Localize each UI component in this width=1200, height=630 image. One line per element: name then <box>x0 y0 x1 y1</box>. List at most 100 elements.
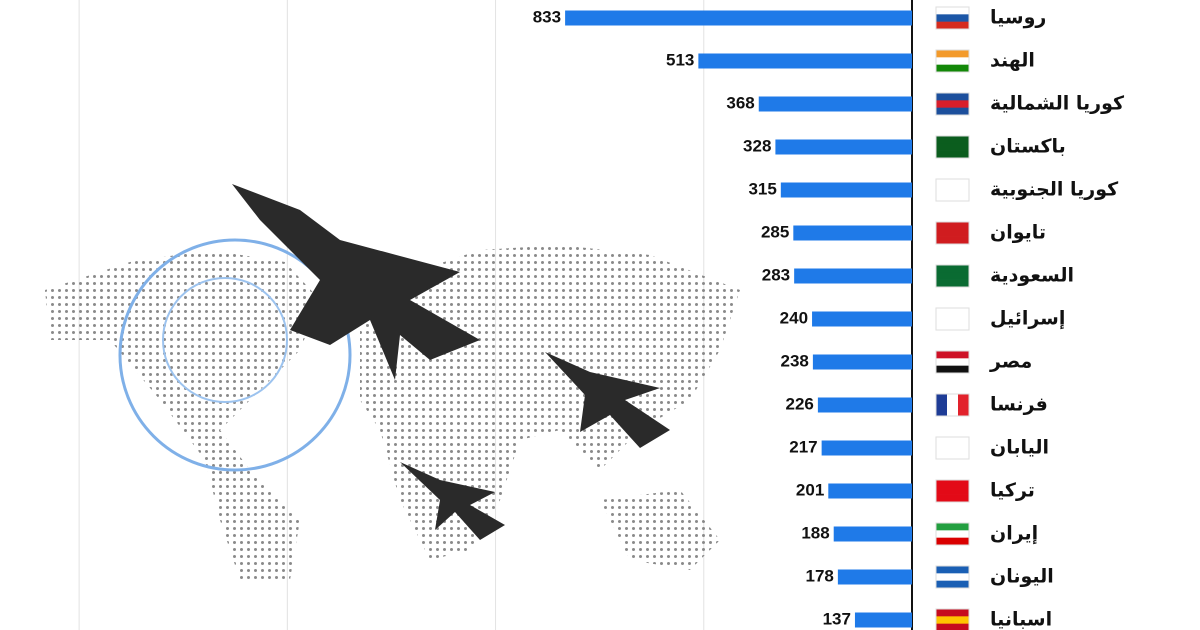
flag-border <box>935 6 970 30</box>
flag-border <box>935 49 970 73</box>
flag-stripe <box>936 365 969 374</box>
flag-stripe <box>936 308 969 316</box>
flag-border <box>935 307 970 331</box>
category-label: روسيا <box>990 7 1046 29</box>
flag <box>935 221 970 245</box>
flag-stripe <box>936 623 969 630</box>
value-label: 201 <box>796 480 824 499</box>
value-label: 137 <box>823 609 851 628</box>
bar <box>794 268 912 284</box>
flag-stripe <box>936 179 969 187</box>
bar <box>780 182 912 198</box>
flag-stripe <box>936 265 969 273</box>
value-label: 833 <box>533 7 561 26</box>
value-label: 328 <box>743 136 771 155</box>
flag-stripe <box>936 394 947 416</box>
flag-stripe <box>936 222 969 230</box>
flag-stripe <box>936 523 969 531</box>
flag-stripe <box>936 21 969 30</box>
bar <box>565 10 912 26</box>
category-label: تركيا <box>990 480 1035 502</box>
flag-stripe <box>947 394 958 416</box>
value-label: 368 <box>726 93 754 112</box>
bar <box>793 225 912 241</box>
bar <box>817 397 912 413</box>
flag-stripe <box>936 351 969 359</box>
value-label: 315 <box>748 179 776 198</box>
flag-stripe <box>958 394 969 416</box>
bar <box>837 569 912 585</box>
value-label: 226 <box>786 394 814 413</box>
flag-stripe <box>936 150 969 159</box>
flag-stripe <box>936 358 969 366</box>
flag-stripe <box>936 494 969 503</box>
flag-border <box>935 436 970 460</box>
category-label: فرنسا <box>990 394 1048 416</box>
jets <box>232 184 670 540</box>
flag-stripe <box>936 143 969 151</box>
flag <box>935 6 970 30</box>
flag-stripe <box>936 279 969 288</box>
flag-border <box>935 479 970 503</box>
category-label: تايوان <box>990 222 1046 244</box>
category-label: اليونان <box>990 566 1054 588</box>
flag-stripe <box>936 437 969 445</box>
flag <box>935 608 970 630</box>
flag-stripe <box>936 609 969 617</box>
category-label: إيران <box>990 523 1038 545</box>
category-label: مصر <box>989 351 1032 373</box>
category-label: كوريا الجنوبية <box>990 179 1119 201</box>
bar <box>821 440 912 456</box>
category-label: اليابان <box>990 437 1049 459</box>
flag <box>935 264 970 288</box>
flag-stripe <box>936 573 969 581</box>
bar <box>833 526 912 542</box>
flag-stripe <box>936 57 969 65</box>
flag <box>935 92 970 116</box>
bar <box>812 311 912 327</box>
flag <box>935 135 970 159</box>
bar <box>758 96 912 112</box>
value-label: 238 <box>781 351 809 370</box>
flag-stripe <box>936 487 969 495</box>
flag-stripe <box>936 136 969 144</box>
flag-stripe <box>936 616 969 624</box>
flag-border <box>935 264 970 288</box>
flag-border <box>935 135 970 159</box>
flag-border <box>935 393 970 417</box>
flag <box>935 479 970 503</box>
flag-stripe <box>936 236 969 245</box>
flag-border <box>935 221 970 245</box>
category-label: السعودية <box>990 265 1074 287</box>
flag <box>935 350 970 374</box>
bar <box>828 483 912 499</box>
flag <box>935 307 970 331</box>
bar <box>812 354 912 370</box>
flag-stripe <box>936 530 969 538</box>
flag-border <box>935 178 970 202</box>
value-label: 513 <box>666 50 694 69</box>
flag-stripe <box>936 107 969 116</box>
flag-stripe <box>936 14 969 22</box>
value-label: 217 <box>789 437 817 456</box>
flag-border <box>935 522 970 546</box>
flag-stripe <box>936 193 969 202</box>
flag-border <box>935 92 970 116</box>
flag-stripe <box>936 64 969 73</box>
flag-stripe <box>936 566 969 574</box>
value-label: 188 <box>801 523 829 542</box>
flag-stripe <box>936 451 969 460</box>
flag-stripe <box>936 580 969 589</box>
flag <box>935 178 970 202</box>
category-label: باكستان <box>990 136 1066 158</box>
flag-border <box>935 608 970 630</box>
flag-stripe <box>936 93 969 101</box>
bar <box>854 612 912 628</box>
flag-stripe <box>936 186 969 194</box>
flag <box>935 522 970 546</box>
flag-stripe <box>936 229 969 237</box>
flag-stripe <box>936 480 969 488</box>
flag <box>935 436 970 460</box>
